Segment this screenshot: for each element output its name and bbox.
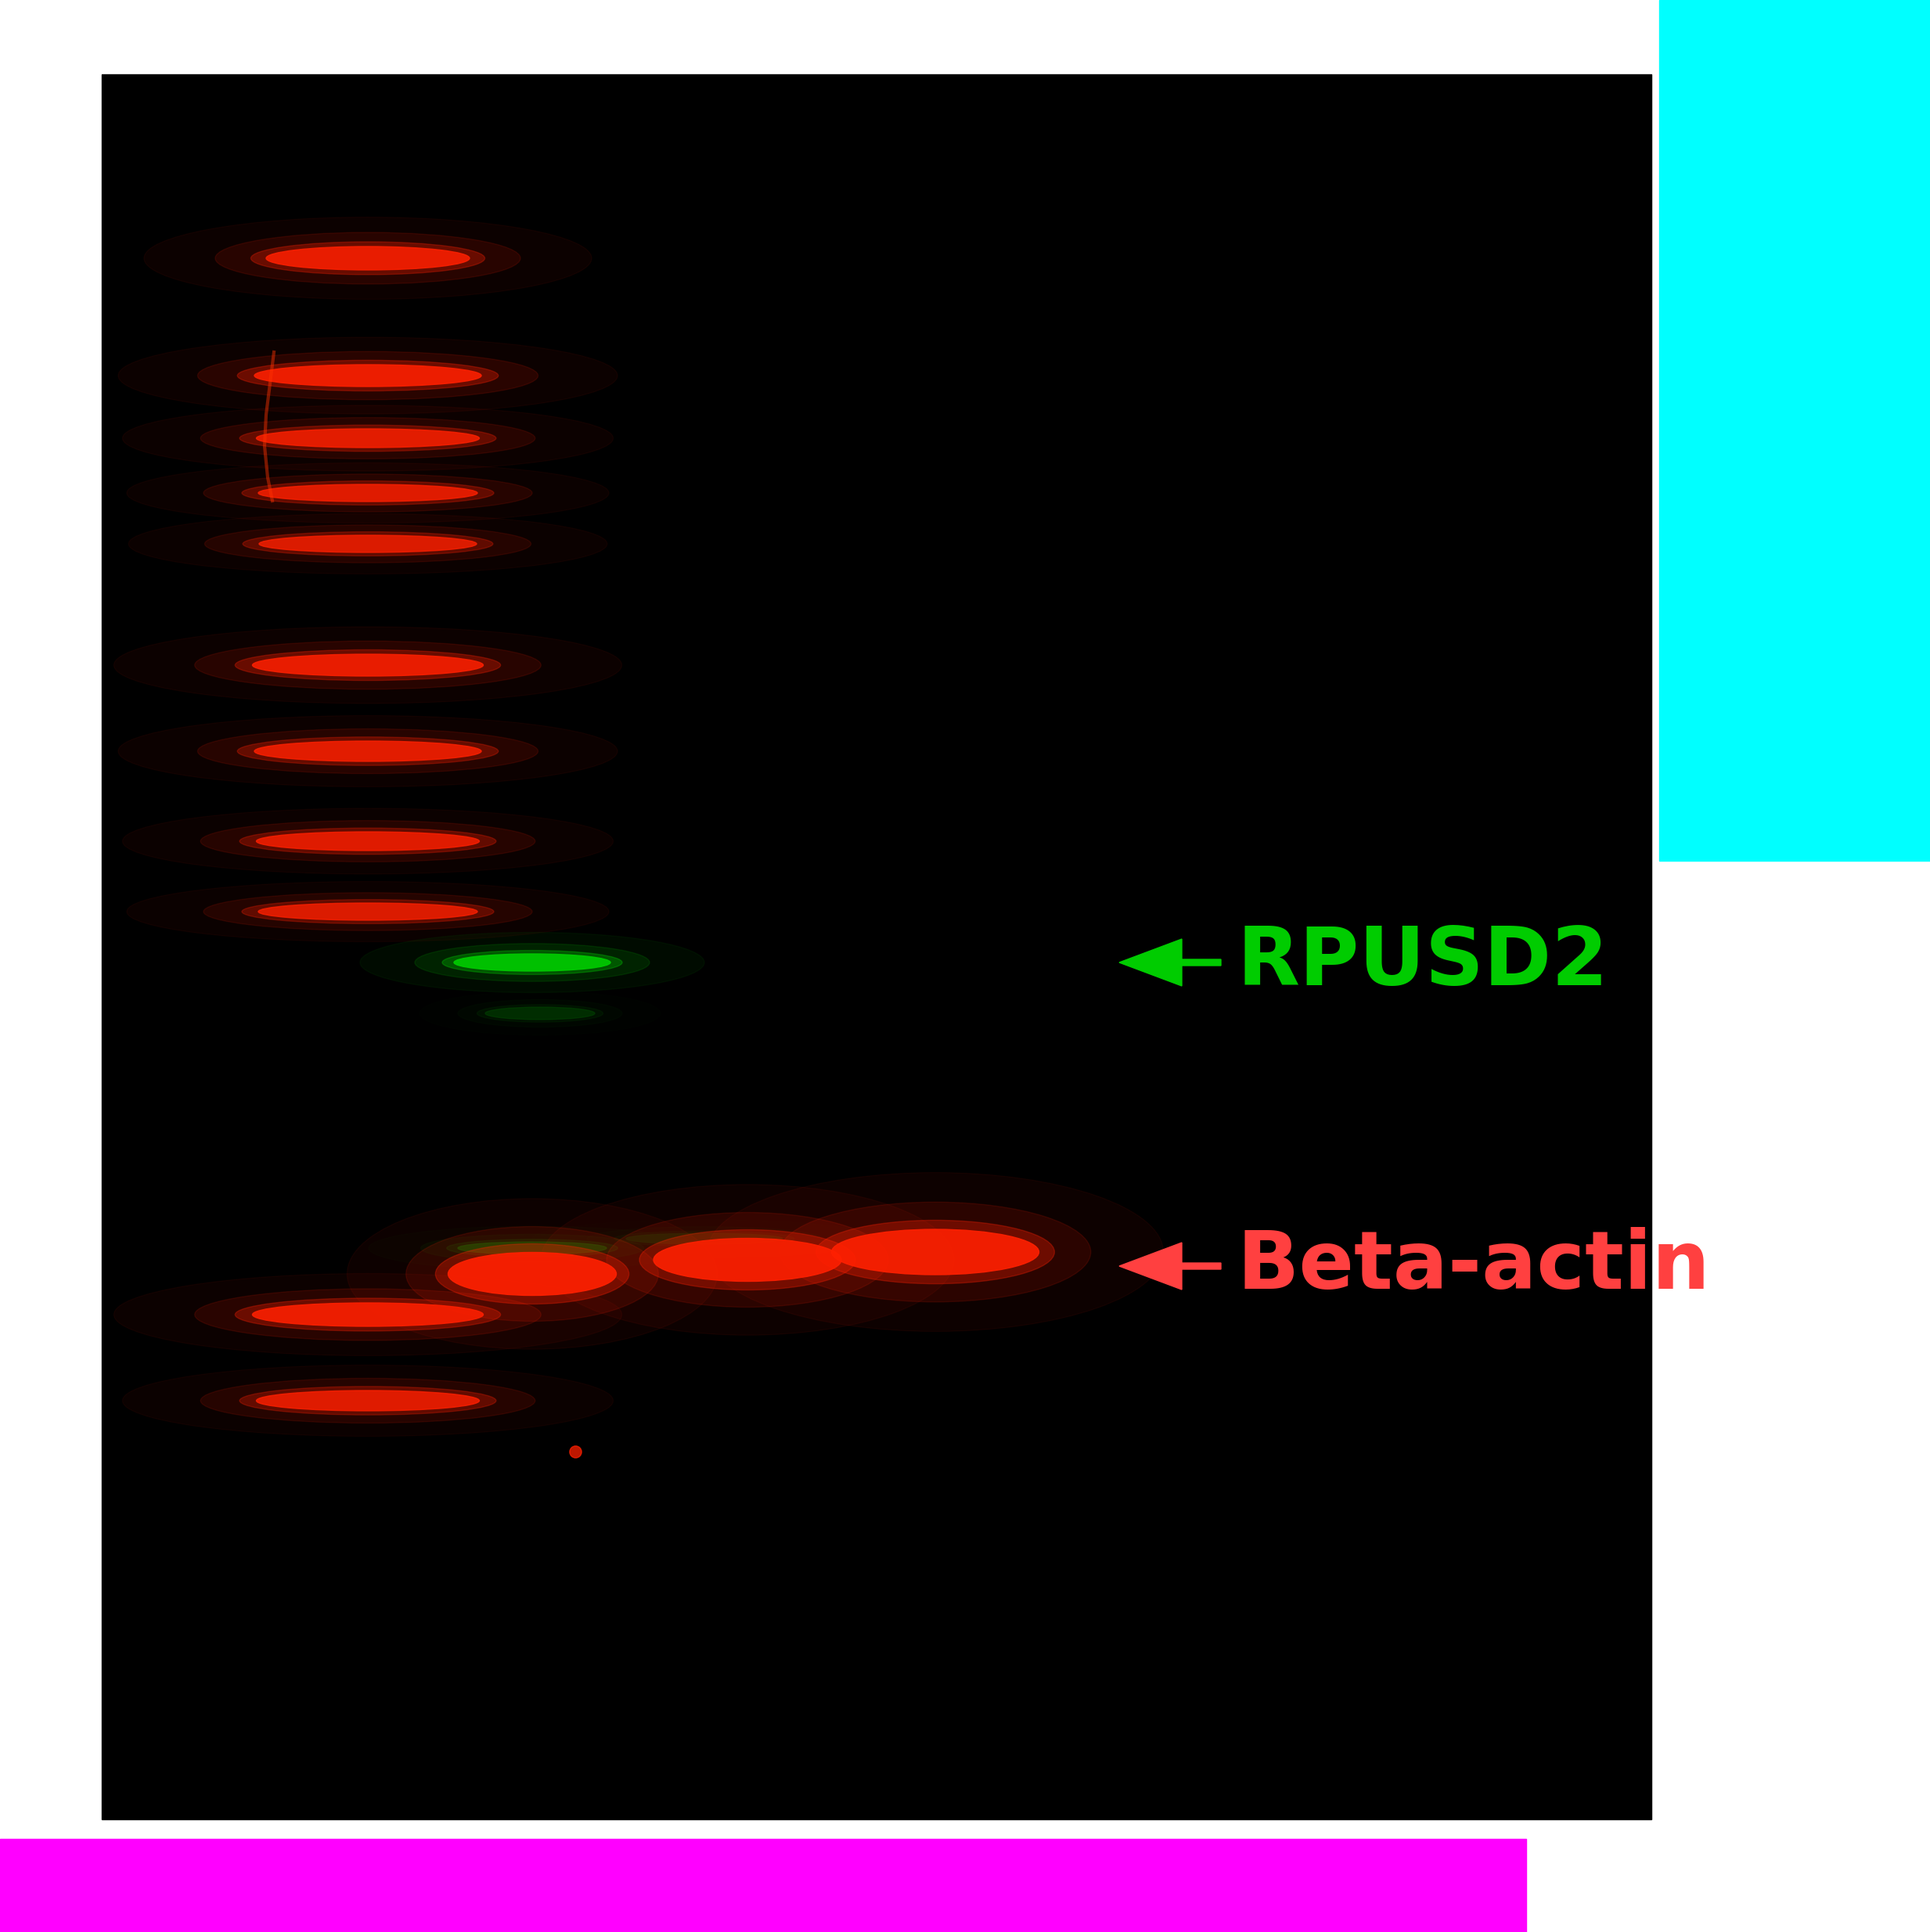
Ellipse shape [587, 1227, 822, 1250]
Ellipse shape [255, 365, 481, 386]
Ellipse shape [237, 359, 498, 390]
Ellipse shape [203, 473, 533, 512]
Ellipse shape [415, 943, 650, 981]
FancyArrow shape [1119, 939, 1222, 985]
Bar [0, 1839, 1527, 1932]
Ellipse shape [239, 829, 496, 854]
Ellipse shape [239, 425, 496, 452]
Ellipse shape [253, 1302, 482, 1327]
Ellipse shape [477, 1005, 602, 1022]
Ellipse shape [780, 1202, 1090, 1302]
Ellipse shape [540, 1184, 953, 1335]
Ellipse shape [706, 1173, 1164, 1331]
Ellipse shape [239, 1387, 496, 1414]
Text: RPUSD2: RPUSD2 [1237, 923, 1608, 1003]
Ellipse shape [257, 833, 479, 850]
Ellipse shape [203, 893, 533, 931]
Ellipse shape [255, 742, 481, 761]
Ellipse shape [145, 216, 593, 299]
Ellipse shape [442, 951, 621, 974]
Ellipse shape [253, 655, 482, 676]
Ellipse shape [241, 900, 494, 923]
Ellipse shape [347, 1198, 718, 1349]
Ellipse shape [235, 649, 500, 680]
Point [560, 1435, 591, 1466]
Ellipse shape [118, 338, 618, 413]
Ellipse shape [197, 352, 538, 400]
Bar [1660, 0, 1930, 862]
Ellipse shape [114, 626, 621, 703]
Ellipse shape [625, 1233, 784, 1244]
Ellipse shape [216, 232, 521, 284]
Ellipse shape [361, 933, 704, 993]
Ellipse shape [114, 1273, 621, 1356]
FancyArrow shape [1119, 1242, 1222, 1289]
Ellipse shape [259, 485, 477, 502]
Ellipse shape [235, 1298, 500, 1331]
Ellipse shape [436, 1244, 629, 1304]
Ellipse shape [251, 242, 484, 274]
Ellipse shape [405, 1227, 658, 1321]
Ellipse shape [197, 728, 538, 773]
Ellipse shape [243, 531, 492, 556]
Ellipse shape [257, 429, 479, 448]
Ellipse shape [259, 902, 477, 920]
Ellipse shape [816, 1221, 1054, 1283]
Ellipse shape [832, 1229, 1038, 1275]
Ellipse shape [195, 1289, 540, 1341]
Ellipse shape [421, 1235, 645, 1262]
Ellipse shape [201, 821, 535, 862]
Ellipse shape [614, 1231, 795, 1246]
Ellipse shape [259, 535, 477, 553]
Ellipse shape [195, 641, 540, 690]
Ellipse shape [457, 999, 621, 1028]
Ellipse shape [457, 1242, 606, 1254]
Ellipse shape [484, 1007, 594, 1020]
Ellipse shape [454, 954, 610, 972]
Ellipse shape [446, 1238, 618, 1258]
Ellipse shape [237, 736, 498, 765]
Ellipse shape [205, 526, 531, 562]
Ellipse shape [266, 247, 469, 270]
Ellipse shape [606, 1213, 888, 1308]
Text: Beta-actin: Beta-actin [1237, 1227, 1710, 1306]
Ellipse shape [448, 1252, 616, 1296]
Ellipse shape [639, 1229, 855, 1291]
Ellipse shape [201, 1378, 535, 1424]
Ellipse shape [257, 1391, 479, 1410]
Ellipse shape [654, 1238, 841, 1281]
Ellipse shape [241, 481, 494, 504]
Bar [102, 73, 1652, 1820]
Ellipse shape [201, 417, 535, 460]
